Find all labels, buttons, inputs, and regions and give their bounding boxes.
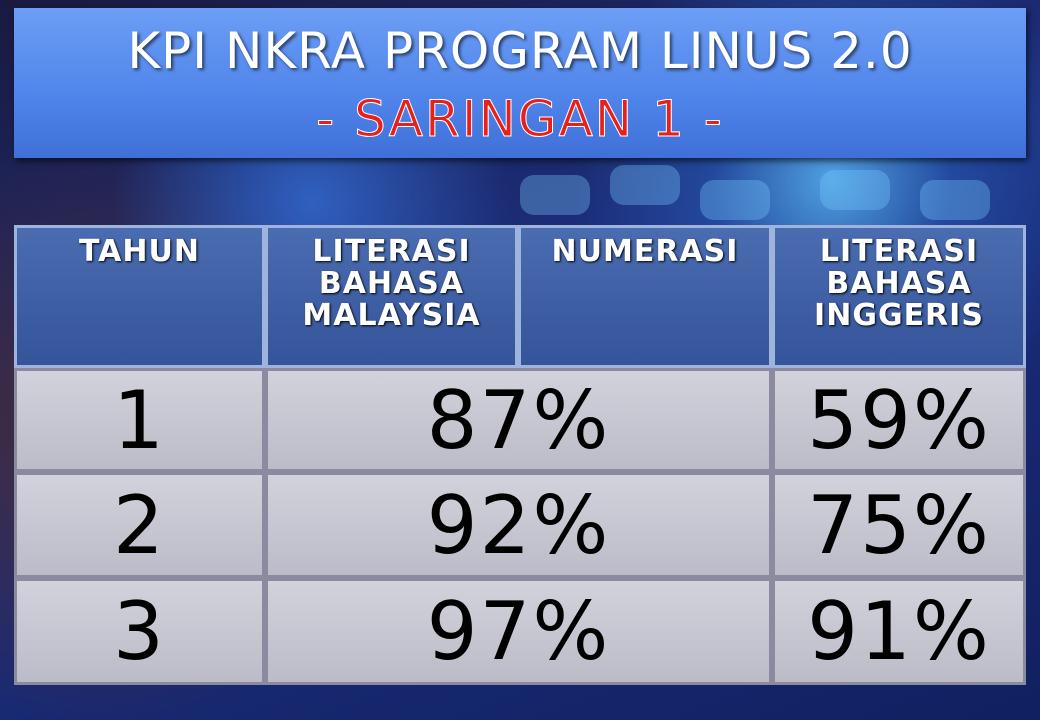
table-cell: 97% [265, 578, 772, 685]
title: KPI NKRA PROGRAM LINUS 2.0 [127, 22, 913, 80]
decoration [820, 170, 890, 210]
column-header: LITERASI BAHASA INGGERIS [772, 225, 1026, 368]
column-header: TAHUN [14, 225, 265, 368]
column-header: NUMERASI [518, 225, 772, 368]
table-cell: 3 [14, 578, 265, 685]
table-cell: 87% [265, 368, 772, 472]
table-cell: 1 [14, 368, 265, 472]
subtitle: - SARINGAN 1 - [316, 90, 724, 149]
decoration [610, 165, 680, 205]
table-cell: 59% [772, 368, 1026, 472]
decoration [520, 175, 590, 215]
title-banner: KPI NKRA PROGRAM LINUS 2.0 - SARINGAN 1 … [14, 8, 1026, 158]
table-cell: 2 [14, 472, 265, 578]
table-cell: 91% [772, 578, 1026, 685]
table-cell: 75% [772, 472, 1026, 578]
column-header: LITERASI BAHASA MALAYSIA [265, 225, 518, 368]
table-cell: 92% [265, 472, 772, 578]
decoration [700, 180, 770, 220]
decoration [920, 180, 990, 220]
